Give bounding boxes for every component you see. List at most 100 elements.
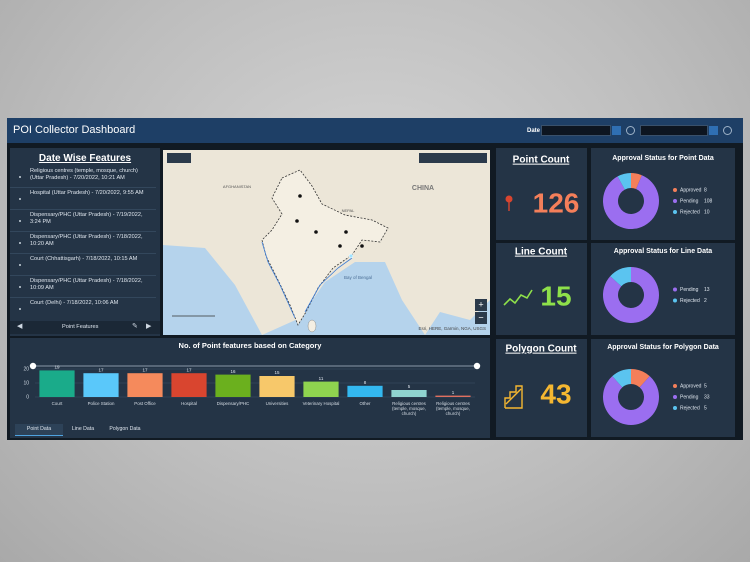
legend-value: 2 bbox=[704, 298, 707, 304]
polygon-icon bbox=[504, 385, 523, 409]
map-point[interactable] bbox=[298, 194, 302, 198]
bar bbox=[435, 395, 471, 397]
legend-value: 13 bbox=[704, 287, 710, 293]
pin-icon bbox=[505, 195, 513, 211]
x-tick-label: Universities bbox=[265, 401, 289, 406]
bar bbox=[171, 373, 207, 397]
zoom-in-icon: + bbox=[478, 299, 483, 309]
legend-value: 8 bbox=[704, 187, 707, 193]
legend-swatch bbox=[673, 199, 677, 203]
list-footer bbox=[10, 321, 160, 334]
feature-list-item[interactable]: Dispensary/PHC (Uttar Pradesh) - 7/18/20… bbox=[10, 276, 156, 298]
tab[interactable]: Polygon Data bbox=[109, 426, 141, 432]
x-tick-label: Post Office bbox=[134, 401, 156, 406]
slider-handle[interactable] bbox=[473, 362, 481, 370]
chart-title: Approval Status for Polygon Data bbox=[607, 344, 719, 351]
data-label: 17 bbox=[142, 367, 148, 372]
map-point[interactable] bbox=[344, 230, 348, 234]
counter-value: 15 bbox=[540, 280, 571, 311]
counter-title: Polygon Count bbox=[505, 344, 577, 355]
zoom-out[interactable] bbox=[475, 312, 487, 324]
x-tick-label: Veterinary Hospital bbox=[302, 401, 340, 406]
line-icon bbox=[503, 289, 533, 306]
legend-label: Rejected bbox=[680, 405, 700, 411]
bar bbox=[259, 376, 295, 397]
app-title: POI Collector Dashboard bbox=[13, 124, 136, 136]
y-tick-label: 10 bbox=[23, 380, 29, 386]
map-point[interactable] bbox=[295, 219, 299, 223]
ocean bbox=[163, 245, 262, 335]
zoom-in[interactable] bbox=[475, 299, 487, 311]
chart-title: No. of Point features based on Category bbox=[179, 341, 323, 350]
legend-value: 10 bbox=[704, 209, 710, 215]
legend-swatch bbox=[673, 210, 677, 214]
feature-list-item[interactable]: Dispensary/PHC (Uttar Pradesh) - 7/19/20… bbox=[10, 210, 156, 232]
x-tick-label: Hospital bbox=[181, 401, 197, 406]
feature-list-item[interactable]: Court (Delhi) - 7/18/2022, 10:06 AM bbox=[10, 298, 156, 318]
data-label: 19 bbox=[54, 365, 60, 370]
legend-swatch bbox=[673, 298, 677, 303]
map-toolbar[interactable] bbox=[419, 153, 487, 163]
bar bbox=[39, 370, 75, 397]
prev-arrow[interactable]: ◀ bbox=[17, 323, 23, 330]
counter-title: Line Count bbox=[515, 247, 568, 258]
data-label: 11 bbox=[319, 376, 324, 381]
country-border bbox=[261, 169, 389, 326]
map-point[interactable] bbox=[338, 244, 342, 248]
legend-swatch bbox=[673, 406, 677, 410]
map-point[interactable] bbox=[348, 253, 354, 259]
legend-label: Pending bbox=[680, 198, 699, 204]
point-count-panel bbox=[496, 148, 587, 240]
chart-title: Approval Status for Point Data bbox=[612, 155, 714, 162]
date-input[interactable] bbox=[541, 125, 611, 136]
data-label: 17 bbox=[98, 367, 104, 372]
x-tick-label: Dispensary/PHC bbox=[216, 401, 250, 406]
y-tick-label: 0 bbox=[26, 394, 29, 400]
line-count-panel bbox=[496, 243, 587, 335]
feature-list-item[interactable]: Hospital (Uttar Pradesh) - 7/20/2022, 9:… bbox=[10, 188, 156, 210]
map-toolbar[interactable] bbox=[167, 153, 191, 163]
tab[interactable]: Point Data bbox=[15, 424, 63, 436]
x-tick-label: Court bbox=[51, 401, 63, 406]
bar bbox=[215, 374, 251, 397]
feature-list-item[interactable]: Religious centres (temple, mosque, churc… bbox=[10, 166, 156, 188]
zoom-out-icon: − bbox=[478, 312, 483, 322]
legend-value: 108 bbox=[704, 198, 713, 204]
feature-list-item[interactable]: Dispensary/PHC (Uttar Pradesh) - 7/18/20… bbox=[10, 232, 156, 254]
list-footer-label: Point Features bbox=[62, 324, 99, 330]
feature-list: Religious centres (temple, mosque, churc… bbox=[10, 166, 160, 318]
edit-icon[interactable]: ✎ bbox=[132, 323, 138, 330]
pie-slice bbox=[612, 369, 631, 388]
data-label: 1 bbox=[452, 390, 455, 395]
legend-swatch bbox=[673, 188, 677, 192]
calendar-button[interactable] bbox=[612, 126, 621, 135]
map-label: AFGHANISTAN bbox=[223, 184, 251, 189]
pie-slice bbox=[603, 175, 659, 230]
slider-handle[interactable] bbox=[29, 362, 37, 370]
coastline bbox=[304, 257, 353, 313]
bar bbox=[83, 373, 119, 397]
x-tick-label: Religious centres (temple, mosque, churc… bbox=[436, 401, 470, 416]
date-label: Date bbox=[527, 128, 541, 134]
next-arrow[interactable]: ▶ bbox=[146, 323, 152, 330]
ocean bbox=[425, 300, 490, 335]
legend-swatch bbox=[673, 287, 677, 292]
data-label: 15 bbox=[274, 370, 280, 375]
map-label: Bay of Bengal bbox=[344, 275, 372, 280]
legend-label: Approved bbox=[680, 187, 702, 193]
calendar-button[interactable] bbox=[709, 126, 718, 135]
data-label: 8 bbox=[364, 380, 367, 385]
clock-button[interactable] bbox=[723, 126, 732, 135]
legend-swatch bbox=[673, 395, 677, 399]
legend-swatch bbox=[673, 384, 677, 388]
feature-list-item[interactable]: Court (Chhattisgarh) - 7/18/2022, 10:15 … bbox=[10, 254, 156, 276]
clock-button[interactable] bbox=[626, 126, 635, 135]
map-point[interactable] bbox=[314, 230, 318, 234]
feature-list-title: Date Wise Features bbox=[38, 153, 132, 164]
date-input[interactable] bbox=[640, 125, 708, 136]
counter-title: Point Count bbox=[513, 155, 570, 166]
map-point[interactable] bbox=[360, 244, 364, 248]
legend-label: Rejected bbox=[680, 209, 700, 215]
tab[interactable]: Line Data bbox=[71, 426, 95, 432]
